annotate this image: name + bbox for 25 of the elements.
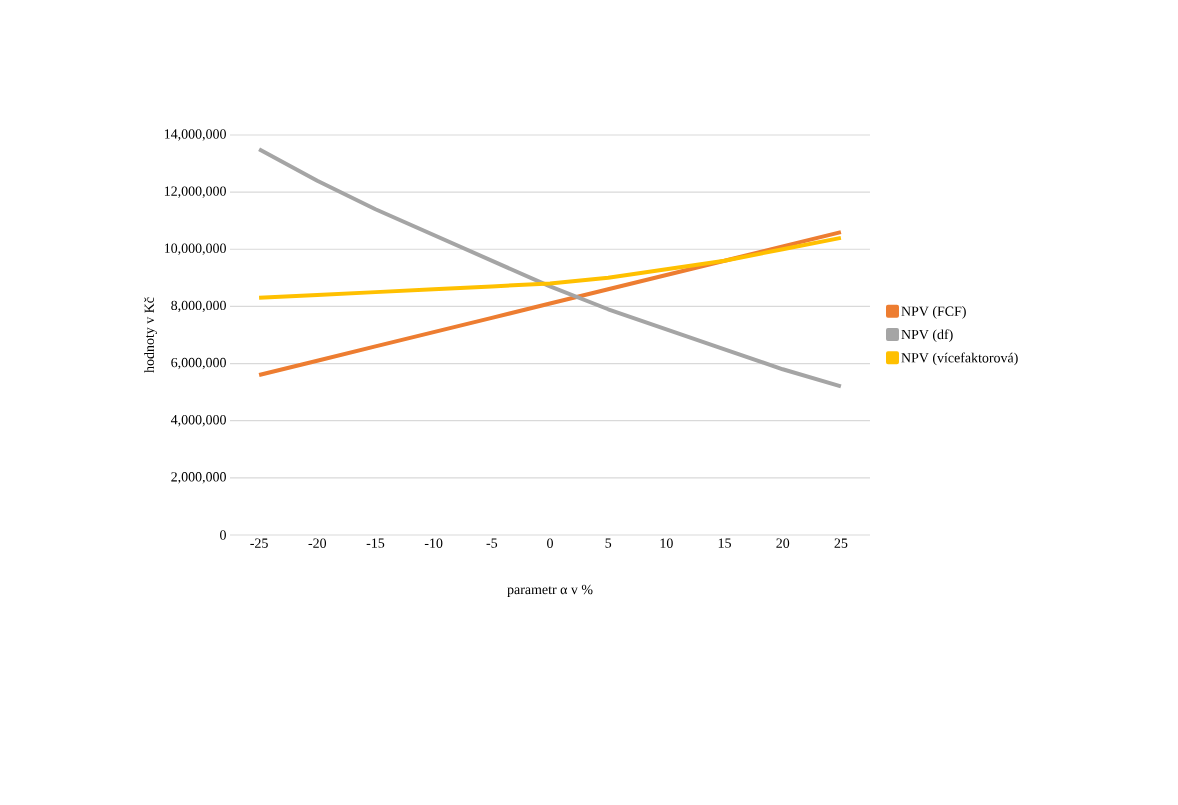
y-tick-label: 12,000,000 xyxy=(164,186,226,198)
y-tick-label: 4,000,000 xyxy=(170,414,226,427)
x-tick-label: 0 xyxy=(547,538,553,548)
x-axis-title: parametr α v % xyxy=(507,584,593,597)
x-tick-label: 15 xyxy=(718,538,731,548)
x-tick-label: 20 xyxy=(776,538,790,548)
line-series xyxy=(257,235,843,300)
x-tick-label: 25 xyxy=(834,538,848,548)
x-tick-label: -15 xyxy=(366,538,385,548)
x-tick-label: 10 xyxy=(660,538,673,548)
x-tick-label: 5 xyxy=(605,538,612,548)
y-axis-title: hodnoty v Kč xyxy=(144,297,157,373)
y-tick-label: 6,000,000 xyxy=(171,357,226,370)
legend-label: NPV (vícefaktorová) xyxy=(901,352,1018,366)
x-tick-label: -5 xyxy=(486,538,498,548)
y-tick-label: 10,000,000 xyxy=(164,243,226,255)
legend-label: NPV (FCF) xyxy=(901,306,966,319)
y-tick-label: 2,000,000 xyxy=(171,472,226,484)
y-tick-label: 0 xyxy=(220,530,226,540)
x-tick-label: -10 xyxy=(424,538,443,548)
legend-label: NPV (df) xyxy=(901,329,953,343)
x-tick-label: -20 xyxy=(308,538,327,548)
x-tick-label: -25 xyxy=(250,538,268,548)
y-tick-label: 14,000,000 xyxy=(164,129,226,141)
y-tick-label: 8,000,000 xyxy=(171,300,226,313)
